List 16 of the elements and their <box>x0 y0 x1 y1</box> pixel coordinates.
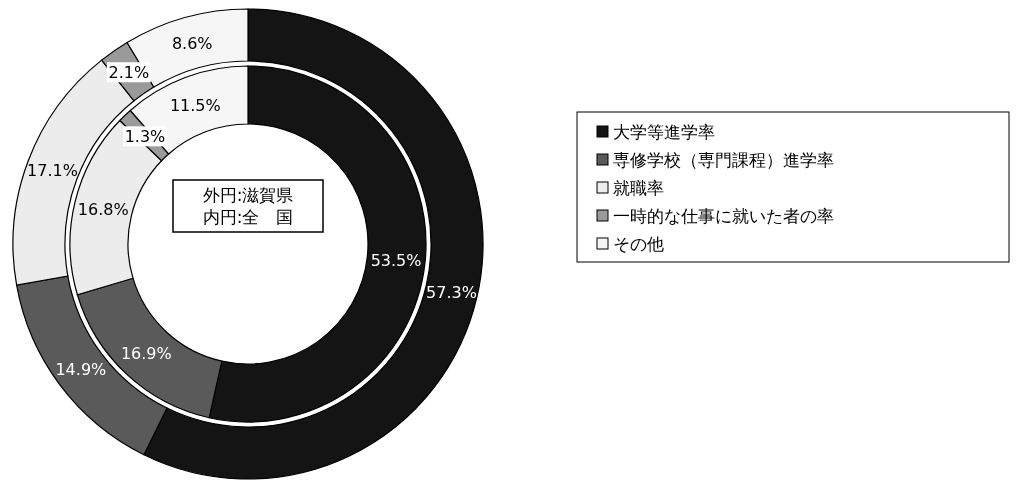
legend-label: 一時的な仕事に就いた者の率 <box>613 206 834 226</box>
data-label: 57.3% <box>426 282 477 302</box>
data-label: 8.6% <box>171 33 213 53</box>
legend-label: 専修学校（専門課程）進学率 <box>613 150 834 170</box>
legend-label: 就職率 <box>613 178 664 198</box>
data-label: 11.5% <box>169 95 221 115</box>
data-label: 2.1% <box>108 63 150 83</box>
annotations: 外円:滋賀県 内円:全 国 <box>172 179 324 233</box>
data-label: 53.5% <box>370 251 422 271</box>
data-label: 16.9% <box>120 343 172 363</box>
data-label: 16.8% <box>77 199 129 219</box>
data-label: 14.9% <box>55 360 107 380</box>
legend-label: その他 <box>613 234 664 254</box>
data-label: 1.3% <box>124 127 166 147</box>
data-label: 17.1% <box>27 161 78 181</box>
legend-label: 大学等進学率 <box>613 122 715 142</box>
